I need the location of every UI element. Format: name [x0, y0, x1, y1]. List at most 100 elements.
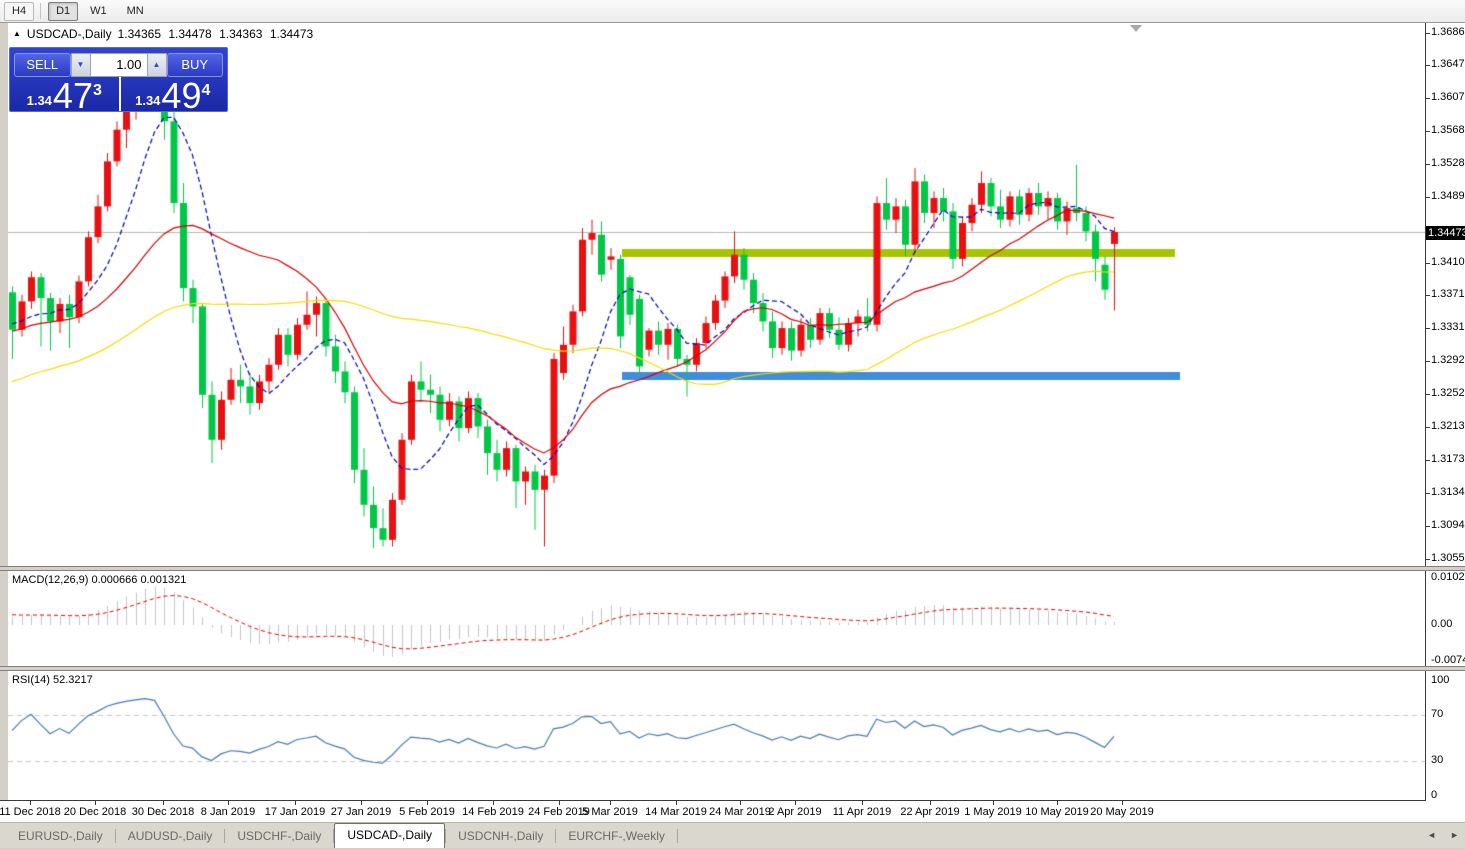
tab-separator [114, 829, 116, 843]
price-tick-label: 1.35680 [1431, 124, 1465, 136]
period-button-h4[interactable]: H4 [4, 1, 35, 21]
sell-price-display[interactable]: 1.34 47 3 [10, 75, 119, 116]
price-tick-label: 1.32520 [1431, 387, 1465, 399]
price-tick [1426, 493, 1430, 494]
rsi-panel-bottom-border [0, 800, 1426, 801]
buy-price-big: 49 [161, 75, 202, 116]
price-tick [1426, 559, 1430, 560]
price-tick-label: 1.36470 [1431, 58, 1465, 70]
price-tick-label: 1.36070 [1431, 91, 1465, 103]
date-tick [740, 801, 741, 805]
date-tick-label: 30 Dec 2018 [131, 806, 195, 818]
tab-scroll-right-icon[interactable]: ► [1450, 830, 1459, 840]
date-tick-label: 17 Jan 2019 [264, 806, 326, 818]
tab-separator [676, 829, 678, 843]
chart-tab-usdchf[interactable]: USDCHF-,Daily [237, 829, 322, 843]
date-tick [95, 801, 96, 805]
date-tick-label: 27 Jan 2019 [330, 806, 392, 818]
buy-price-display[interactable]: 1.34 49 4 [119, 75, 228, 116]
panel-divider[interactable] [0, 566, 1465, 571]
chart-shift-marker-icon[interactable] [1130, 25, 1142, 32]
rsi-indicator-canvas[interactable] [8, 671, 1425, 800]
period-button-d1[interactable]: D1 [48, 1, 79, 21]
buy-price-sup: 4 [201, 82, 211, 99]
price-tick-label: 1.34100 [1431, 256, 1465, 268]
period-button-w1[interactable]: W1 [90, 4, 107, 17]
rsi-label: RSI(14) 52.3217 [12, 674, 93, 686]
chart-tab-usdcnh[interactable]: USDCNH-,Daily [458, 829, 544, 843]
date-axis[interactable]: 11 Dec 2018 20 Dec 2018 30 Dec 2018 8 Jan 2… [0, 801, 1465, 822]
macd-main-value: 0.000666 [91, 574, 138, 586]
rsi-value: 52.3217 [52, 674, 93, 686]
price-tick [1426, 361, 1430, 362]
date-tick [1057, 801, 1058, 805]
date-tick [427, 801, 428, 805]
chart-tab-eurchf[interactable]: EURCHF-,Weekly [568, 829, 665, 843]
price-tick [1426, 526, 1430, 527]
ohlc-values: 1.34365 1.34478 1.34363 1.34473 [118, 27, 318, 41]
date-tick [559, 801, 560, 805]
rsi-tick-label: 30 [1431, 754, 1444, 766]
date-tick [361, 801, 362, 805]
price-tick [1426, 131, 1430, 132]
price-tick-label: 1.34890 [1431, 190, 1465, 202]
volume-increase-icon[interactable]: ▲ [146, 53, 167, 77]
price-tick [1426, 33, 1430, 34]
price-tick-label: 1.36860 [1431, 26, 1465, 38]
date-tick [295, 801, 296, 805]
macd-tick-label: 0.010229 [1431, 571, 1465, 583]
date-tick-label: 22 Apr 2019 [900, 806, 960, 818]
volume-field[interactable]: 1.00 [90, 53, 147, 77]
open-value: 1.34365 [117, 27, 161, 41]
chart-symbol-label: USDCAD-,Daily [26, 27, 112, 41]
price-tick [1426, 460, 1430, 461]
price-tick [1426, 427, 1430, 428]
period-button-mn[interactable]: MN [126, 4, 144, 17]
price-chart-canvas[interactable] [8, 23, 1425, 566]
low-value: 1.34363 [219, 27, 263, 41]
date-tick [30, 801, 31, 805]
current-price-label: 1.34473 [1426, 226, 1465, 240]
date-tick [228, 801, 229, 805]
high-value: 1.34478 [168, 27, 212, 41]
price-tick [1426, 197, 1430, 198]
macd-signal-value: 0.001321 [140, 574, 187, 586]
date-tick [795, 801, 796, 805]
buy-button[interactable]: BUY [166, 53, 223, 77]
chart-tab-audusd[interactable]: AUDUSD-,Daily [127, 829, 213, 843]
tab-separator [445, 829, 447, 843]
chart-tab-usdcad[interactable]: USDCAD-,Daily [334, 823, 446, 848]
sell-button[interactable]: SELL [14, 53, 71, 77]
date-tick-label: 14 Feb 2019 [462, 806, 524, 818]
date-tick-label: 10 May 2019 [1025, 806, 1089, 818]
panel-divider[interactable] [0, 666, 1465, 671]
date-tick-label: 24 Mar 2019 [709, 806, 771, 818]
tab-separator [333, 829, 335, 843]
collapse-panel-icon[interactable]: ▲ [13, 28, 21, 38]
buy-price-small: 1.34 [135, 93, 161, 108]
price-tick-label: 1.30940 [1431, 519, 1465, 531]
rsi-tick-label: 100 [1431, 674, 1450, 686]
chart-tab-eurusd[interactable]: EURUSD-,Daily [18, 829, 103, 843]
date-tick-label: 5 Mar 2019 [582, 806, 638, 818]
tab-separator [555, 829, 557, 843]
date-tick [610, 801, 611, 805]
volume-decrease-icon[interactable]: ▼ [70, 53, 91, 77]
sell-price-big: 47 [52, 75, 93, 116]
chart-title: ▲ USDCAD-,Daily 1.34365 1.34478 1.34363 … [13, 27, 317, 41]
macd-indicator-canvas[interactable] [8, 571, 1425, 666]
date-tick [493, 801, 494, 805]
one-click-trading-panel: SELL ▼ 1.00 ▲ BUY 1.34 47 3 1.34 49 4 [9, 47, 228, 116]
price-tick [1426, 328, 1430, 329]
date-tick-label: 11 Apr 2019 [832, 806, 892, 818]
date-tick [1122, 801, 1123, 805]
macd-tick-label: 0.00 [1431, 618, 1453, 630]
tab-scroll-left-icon[interactable]: ◄ [1427, 830, 1437, 840]
price-tick [1426, 263, 1430, 264]
date-tick [163, 801, 164, 805]
toolbar-separator [40, 3, 42, 19]
price-divider [118, 77, 121, 111]
price-tick-label: 1.33310 [1431, 321, 1465, 333]
date-tick [676, 801, 677, 805]
